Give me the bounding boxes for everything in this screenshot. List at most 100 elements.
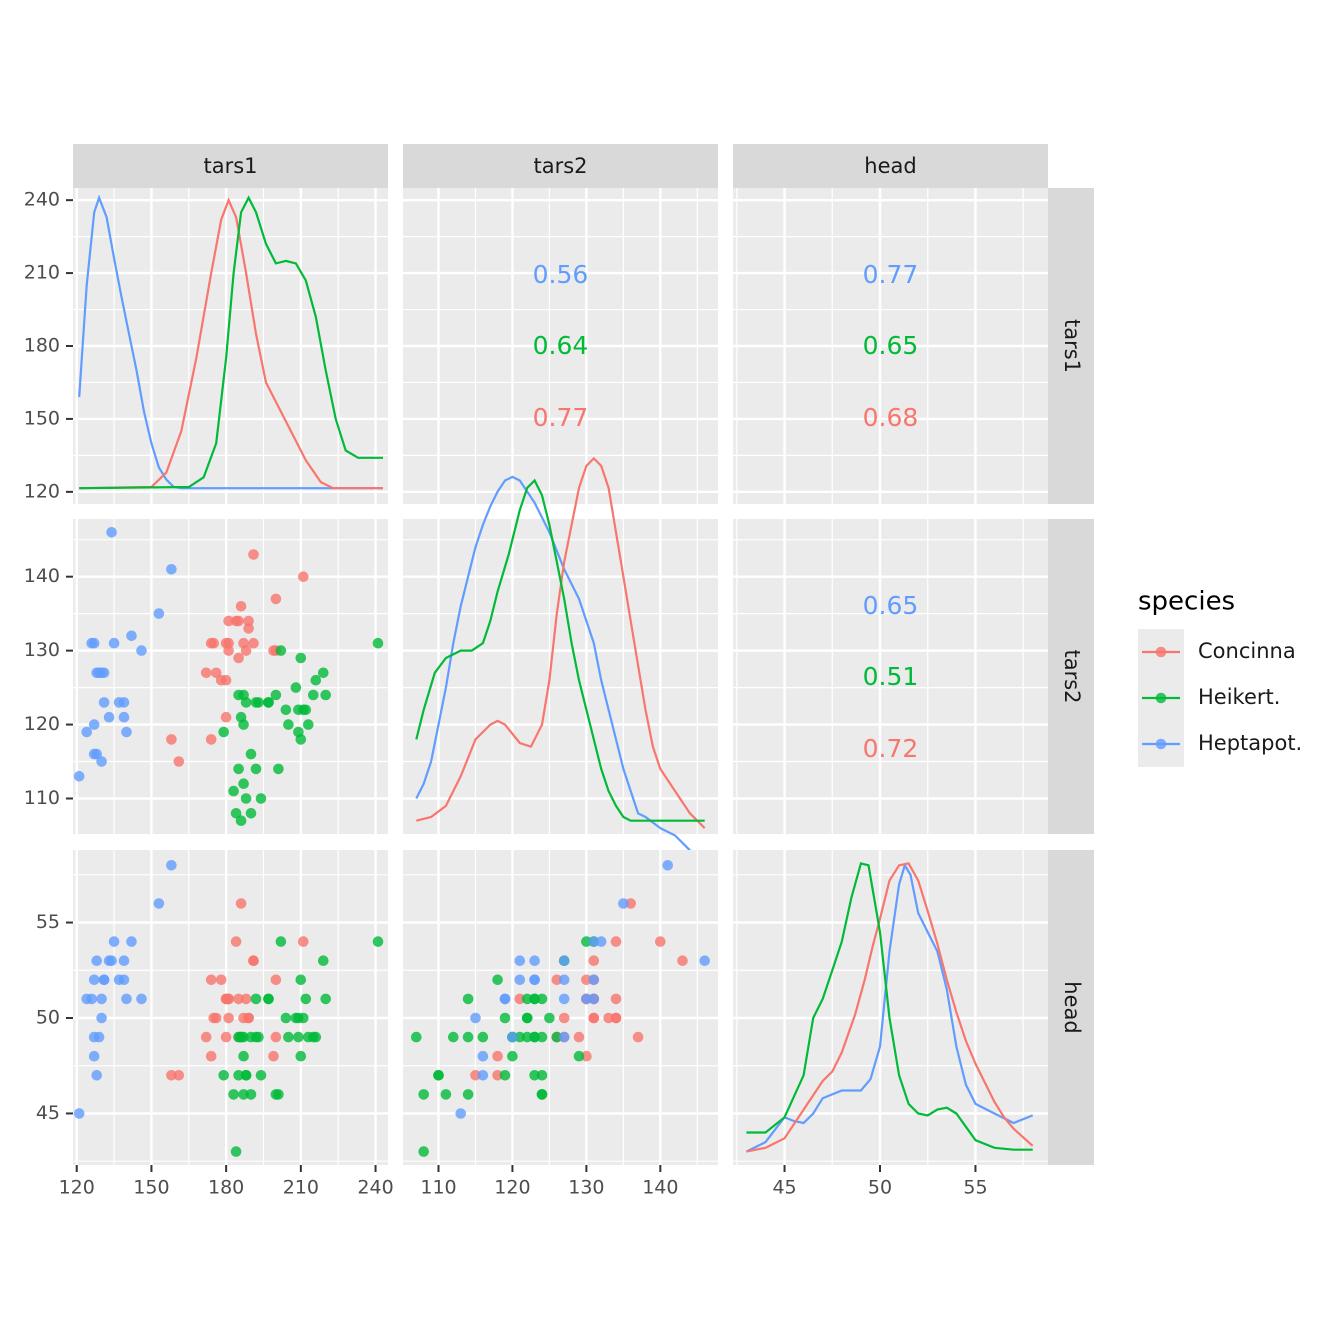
panel-background [403, 850, 718, 1165]
data-point [91, 1070, 102, 1081]
data-point [248, 637, 259, 649]
data-point [248, 955, 259, 966]
y-tick-label: 150 [24, 407, 60, 429]
strip-label: tars2 [533, 154, 587, 178]
data-point [215, 974, 227, 986]
strip-background [1048, 188, 1094, 504]
data-point [106, 955, 117, 966]
data-point [610, 993, 622, 1005]
data-point [699, 955, 710, 966]
data-point [238, 778, 249, 789]
data-point [573, 1050, 585, 1062]
density-line-concinna [79, 197, 383, 490]
data-point [529, 974, 540, 986]
data-point [655, 936, 666, 947]
data-point [521, 993, 533, 1005]
legend-label: Heikert. [1198, 685, 1280, 709]
x-tick-label: 110 [420, 1177, 456, 1199]
density-line-heikert [415, 478, 705, 822]
data-point [98, 974, 110, 986]
panel-head-tars1 [73, 850, 388, 1165]
data-point [551, 974, 563, 986]
data-point [223, 615, 234, 627]
x-tick-label: 140 [642, 1177, 678, 1199]
data-point [245, 1089, 257, 1100]
x-tick-label: 130 [568, 1177, 604, 1199]
density-line-concinna [746, 862, 1034, 1153]
data-point [499, 1012, 511, 1024]
legend-key-point [1155, 738, 1167, 750]
data-point [290, 1012, 302, 1024]
data-point [418, 1089, 430, 1100]
density-line-heptapot [745, 862, 1034, 1153]
data-point [208, 637, 219, 649]
data-point [218, 726, 229, 738]
panel-tars2-head: 0.65 0.51 0.72 [733, 519, 1048, 834]
data-point [581, 1050, 592, 1062]
data-point [96, 1012, 107, 1024]
y-tick-label: 45 [36, 1102, 60, 1124]
data-point [73, 1108, 85, 1119]
legend-label: Concinna [1198, 639, 1296, 663]
y-tick-label: 130 [24, 639, 60, 661]
data-point [208, 1012, 219, 1024]
data-point [223, 993, 234, 1005]
data-point [93, 667, 105, 679]
data-point [228, 1089, 239, 1100]
data-point [230, 808, 242, 819]
legend-item-concinna: Concinna [1138, 629, 1296, 675]
data-point [588, 955, 600, 966]
data-point [308, 689, 319, 701]
data-point [270, 593, 282, 605]
data-point [492, 974, 503, 986]
data-point [514, 993, 526, 1005]
column-strip-head: head [733, 144, 1048, 188]
data-point [318, 955, 329, 966]
data-point [625, 898, 636, 909]
data-point [243, 615, 254, 627]
data-point [573, 1031, 585, 1043]
data-point [499, 993, 511, 1005]
strip-label: tars1 [203, 154, 257, 178]
data-point [270, 1089, 282, 1100]
data-point [136, 645, 147, 656]
data-point [153, 898, 165, 909]
data-point [514, 1031, 526, 1043]
data-point [462, 1031, 474, 1043]
data-point [283, 1031, 294, 1043]
data-point [223, 1012, 234, 1024]
legend-item-heptapot: Heptapot. [1138, 721, 1302, 767]
data-point [233, 652, 244, 664]
data-point [448, 1031, 459, 1043]
data-point [136, 993, 147, 1005]
data-point [470, 1070, 481, 1081]
data-point [166, 734, 177, 745]
data-point [166, 564, 177, 575]
data-point [250, 763, 262, 775]
panel-background [73, 519, 388, 834]
density-line-concinna [416, 456, 706, 829]
data-point [243, 623, 254, 634]
data-point [263, 697, 274, 708]
data-point [200, 1031, 212, 1043]
column-strip-tars2: tars2 [403, 144, 718, 188]
data-point [240, 993, 252, 1005]
data-point [603, 1012, 614, 1024]
data-point [588, 974, 600, 986]
x-axis-head: 45 50 55 [772, 1165, 988, 1199]
data-point [205, 734, 217, 745]
panel-head-tars2 [403, 850, 718, 1165]
column-strip-tars1: tars1 [73, 144, 388, 188]
y-tick-label: 120 [24, 713, 60, 735]
density-line-heptapot [78, 194, 383, 490]
strip-label: head [1060, 981, 1084, 1033]
data-point [536, 1089, 548, 1100]
strip-label: head [864, 154, 916, 178]
data-point [418, 1146, 430, 1157]
correlation-value: 0.68 [863, 403, 919, 432]
data-point [126, 630, 137, 642]
data-point [98, 697, 110, 708]
data-point [250, 993, 262, 1005]
data-point [240, 1070, 252, 1081]
panel-background [403, 519, 718, 834]
